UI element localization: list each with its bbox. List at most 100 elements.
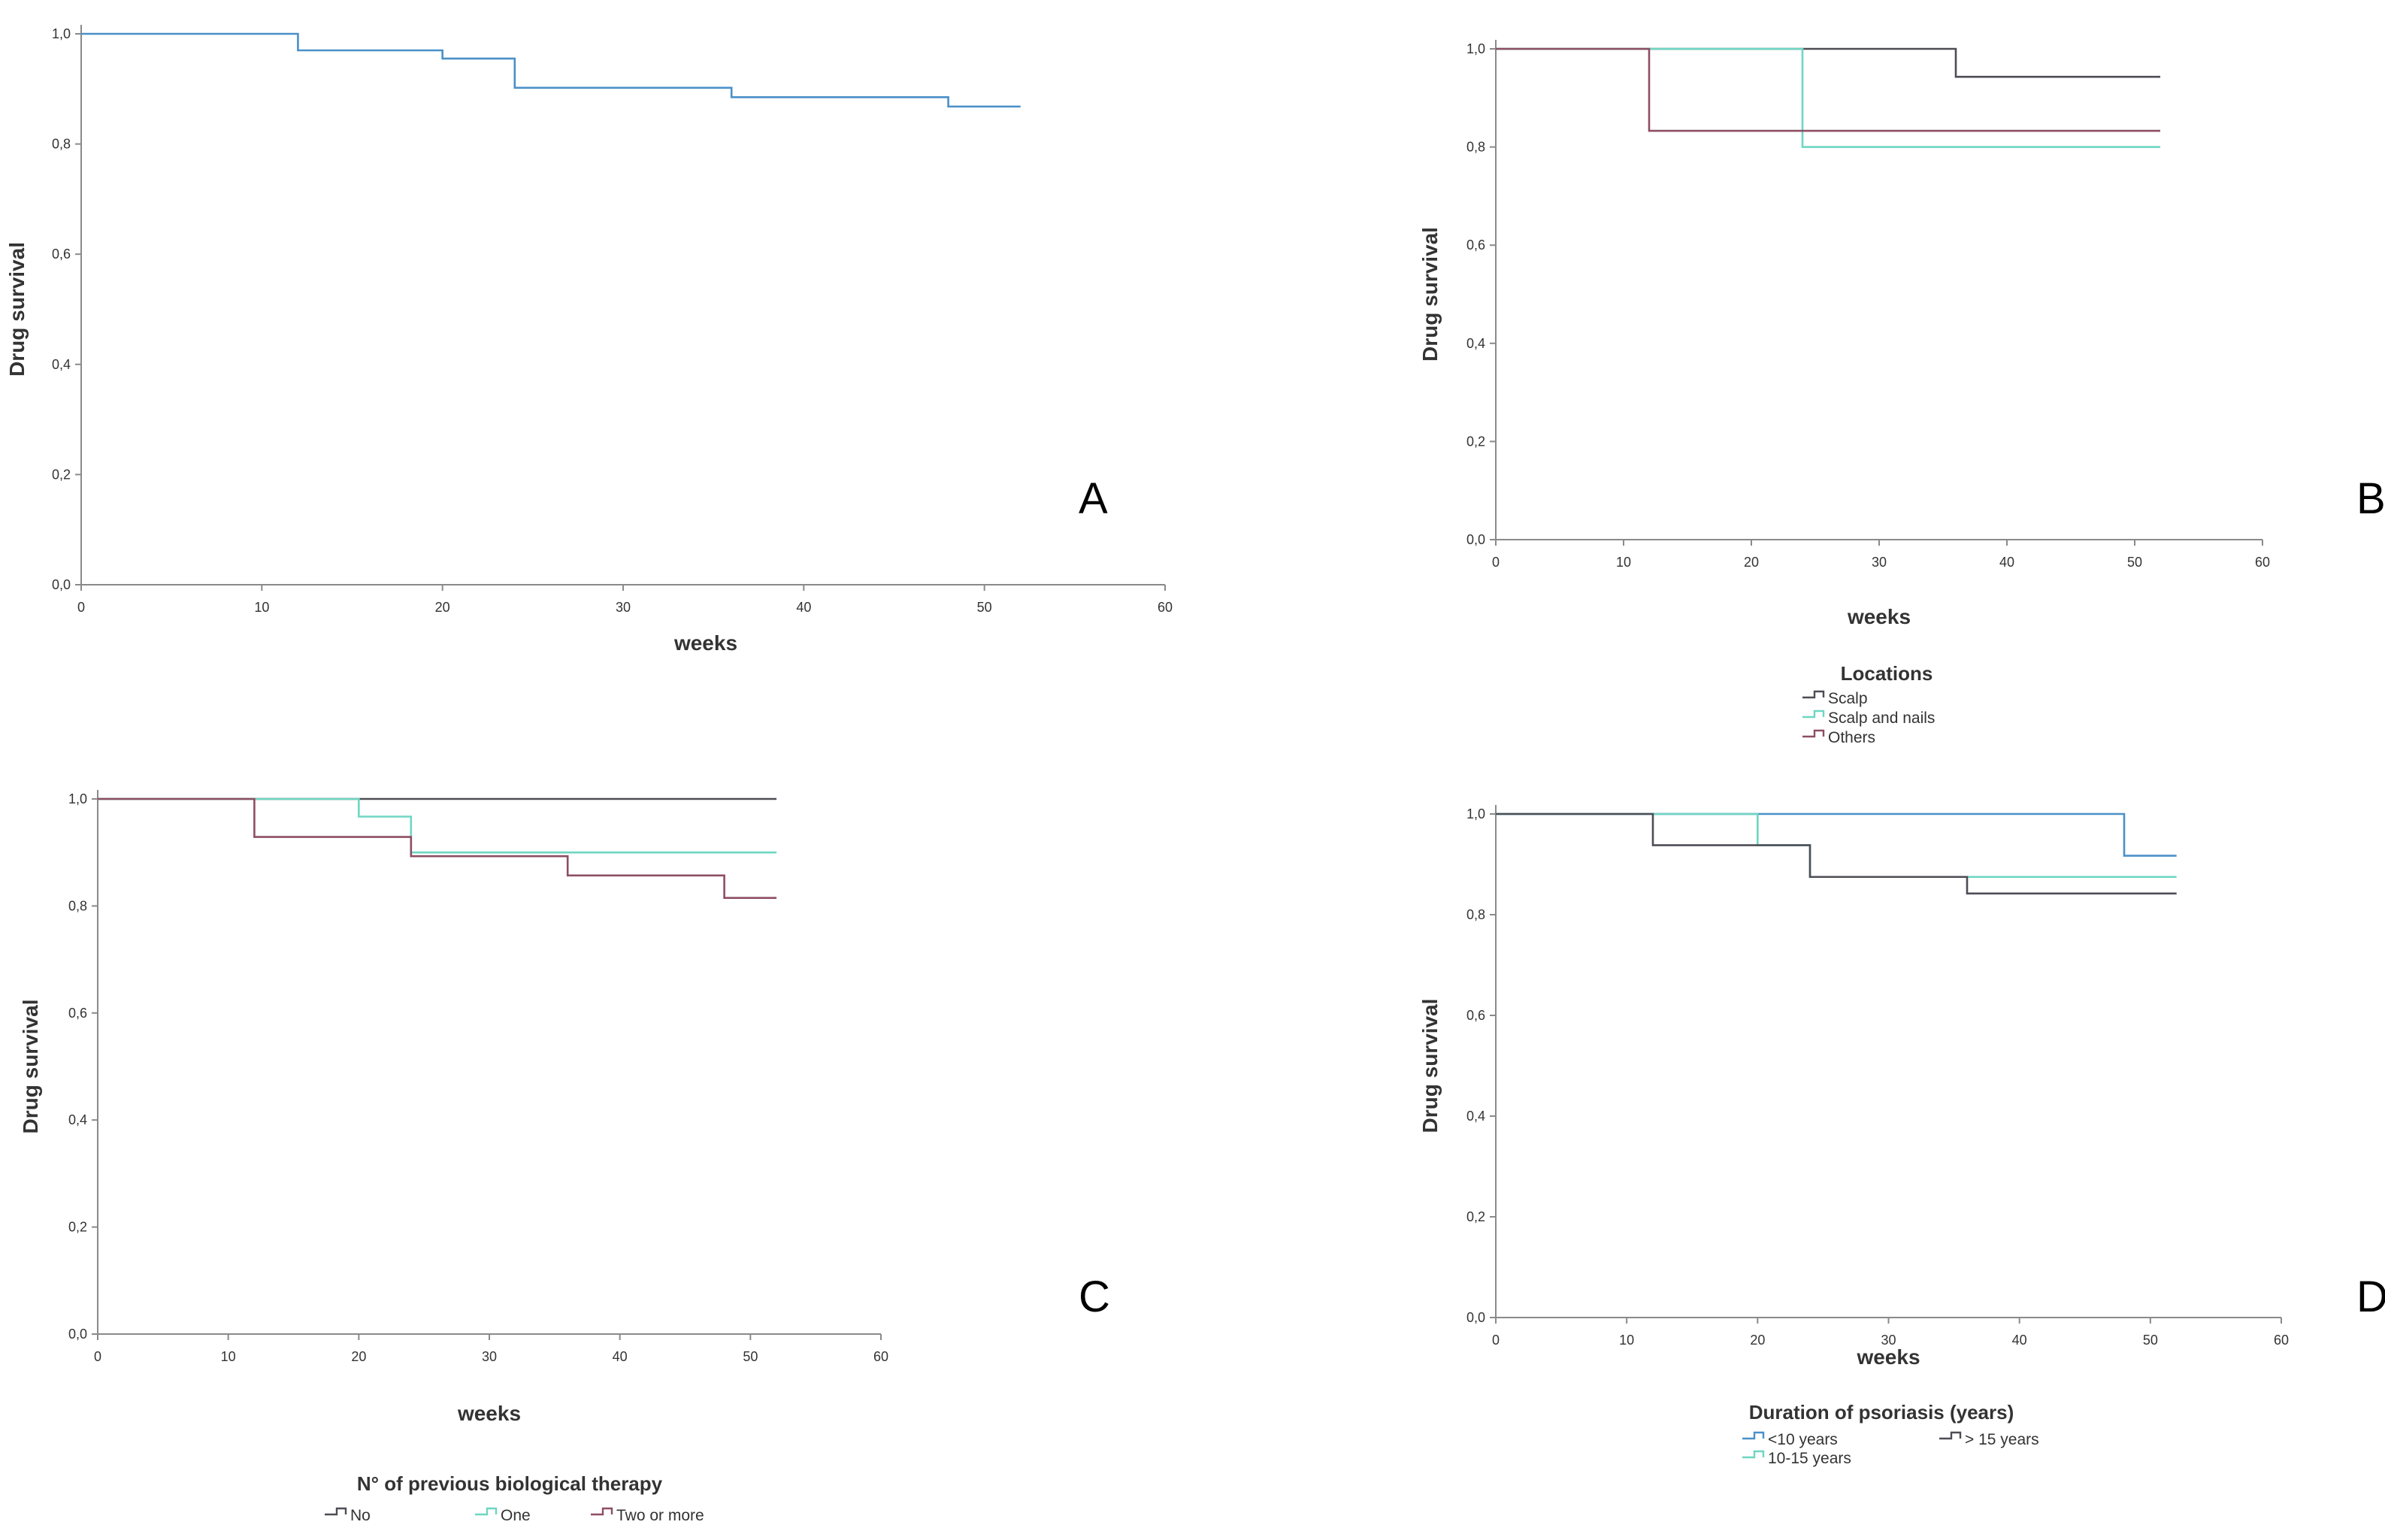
legend-swatch (591, 1507, 613, 1516)
x-tick-label: 0 (1492, 555, 1500, 570)
x-axis-title: weeks (673, 631, 737, 655)
panel-b: 0 10 20 30 40 50 60 0,0 0,2 0,4 0,6 0,8 1,0 weeks Drug… (1418, 40, 2385, 746)
y-tick-label: 0,6 (68, 1006, 87, 1021)
x-tick-label: 10 (1616, 555, 1631, 570)
legend: Duration of psoriasis (years) <10 years 10… (1742, 1401, 2039, 1467)
panel-label: B (2356, 474, 2385, 523)
x-tick-label: 40 (1999, 555, 2014, 570)
y-tick-label: 0,0 (1466, 532, 1485, 547)
x-tick-label: 50 (2127, 555, 2142, 570)
x-tick-label: 60 (873, 1349, 888, 1364)
legend-entry: Others (1802, 729, 1875, 746)
y-axis-title: Drug survival (5, 242, 29, 377)
x-tick-label: 10 (221, 1349, 236, 1364)
x-axis-title: weeks (457, 1402, 521, 1425)
legend-entry: Two or more (591, 1507, 704, 1524)
legend-swatch (1802, 709, 1825, 719)
y-tick-label: 0,2 (52, 467, 71, 482)
legend-label: Scalp (1828, 690, 1868, 707)
x-axis-title: weeks (1847, 605, 1911, 628)
x-tick-label: 50 (743, 1349, 758, 1364)
x-tick-label: 50 (977, 600, 992, 615)
y-tick-label: 1,0 (52, 26, 71, 41)
x-tick-label: 20 (1750, 1333, 1765, 1348)
legend-label: No (350, 1507, 371, 1524)
series-line-others (1496, 47, 2160, 132)
legend-label: > 15 years (1965, 1431, 2039, 1448)
legend-entry: One (475, 1507, 531, 1524)
legend-title: Duration of psoriasis (years) (1749, 1401, 2014, 1424)
x-tick-label: 10 (1619, 1333, 1634, 1348)
x-axis-title: weeks (1856, 1345, 1920, 1369)
x-tick-label: 20 (351, 1349, 366, 1364)
legend-label: Two or more (616, 1507, 704, 1524)
x-tick-label: 0 (1492, 1333, 1500, 1348)
y-axis-title: Drug survival (1418, 227, 1442, 362)
x-tick-label: 40 (2012, 1333, 2027, 1348)
legend-title: N° of previous biological therapy (357, 1472, 663, 1495)
panel-c: 0 10 20 30 40 50 60 0,0 0,2 0,4 0,6 0,8 1,0 weeks Drug… (19, 790, 1110, 1524)
legend-label: One (501, 1507, 531, 1524)
legend-swatch (1742, 1431, 1765, 1440)
x-tick-label: 60 (2274, 1333, 2289, 1348)
x-tick-label: 50 (2143, 1333, 2158, 1348)
y-tick-label: 0,4 (1466, 1109, 1485, 1124)
x-tick-label: 40 (796, 600, 811, 615)
legend-label: 10-15 years (1768, 1450, 1851, 1467)
y-tick-label: 0,6 (1466, 1008, 1485, 1023)
legend-entry: <10 years (1742, 1431, 1838, 1448)
x-tick-label: 60 (2255, 555, 2270, 570)
y-tick-label: 0,8 (68, 898, 87, 913)
series-line-10-15-years (1496, 812, 2177, 879)
y-axis-title: Drug survival (1418, 999, 1442, 1133)
legend-swatch (1939, 1431, 1962, 1440)
x-tick-label: 20 (1744, 555, 1759, 570)
legend-entry: Scalp and nails (1802, 709, 1935, 727)
legend-swatch (1802, 729, 1825, 738)
legend-entry: > 15 years (1939, 1431, 2039, 1448)
panel-a: 0 10 20 30 40 50 60 0,0 0,2 0,4 0,6 0,8 1,0 weeks Drug… (5, 25, 1173, 655)
x-tick-label: 30 (1872, 555, 1887, 570)
series-line-one (98, 797, 777, 854)
legend: N° of previous biological therapy No One Tw… (325, 1472, 704, 1524)
legend-label: Scalp and nails (1828, 709, 1935, 727)
panel-label: D (2356, 1272, 2385, 1321)
legend-entry: Scalp (1802, 690, 1868, 707)
y-tick-label: 0,8 (52, 137, 71, 152)
y-tick-label: 1,0 (1466, 41, 1485, 56)
series-line-scalp (1496, 47, 2160, 78)
legend-swatch (325, 1507, 347, 1516)
y-tick-label: 0,8 (1466, 140, 1485, 155)
y-tick-label: 0,0 (1466, 1310, 1485, 1325)
y-tick-label: 1,0 (1466, 806, 1485, 821)
y-tick-label: 0,6 (52, 247, 71, 262)
legend-swatch (475, 1507, 498, 1516)
y-tick-label: 0,2 (1466, 434, 1485, 449)
y-tick-label: 0,4 (68, 1112, 87, 1127)
x-tick-label: 10 (254, 600, 269, 615)
x-tick-label: 30 (616, 600, 631, 615)
y-tick-label: 0,2 (1466, 1209, 1485, 1224)
y-tick-label: 0,4 (1466, 336, 1485, 351)
panel-label: A (1079, 474, 1108, 523)
y-tick-label: 0,4 (52, 357, 71, 372)
y-tick-label: 0,2 (68, 1220, 87, 1235)
x-tick-label: 60 (1158, 600, 1173, 615)
panel-label: C (1079, 1272, 1110, 1321)
legend-entry: No (325, 1507, 371, 1524)
legend-label: Others (1828, 729, 1875, 746)
y-tick-label: 0,6 (1466, 238, 1485, 253)
legend-title: Locations (1841, 662, 1933, 685)
series-line-two-or-more (98, 797, 777, 900)
legend: Locations Scalp Scalp and nails Others (1802, 662, 1935, 746)
y-tick-label: 0,0 (68, 1327, 87, 1342)
y-tick-label: 0,0 (52, 577, 71, 592)
x-tick-label: 0 (77, 600, 85, 615)
series-line-scalp-and-nails (1496, 47, 2160, 148)
y-axis-title: Drug survival (19, 1000, 42, 1134)
legend-swatch (1742, 1450, 1765, 1459)
x-tick-label: 0 (94, 1349, 101, 1364)
legend-label: <10 years (1768, 1431, 1838, 1448)
x-tick-label: 20 (435, 600, 450, 615)
